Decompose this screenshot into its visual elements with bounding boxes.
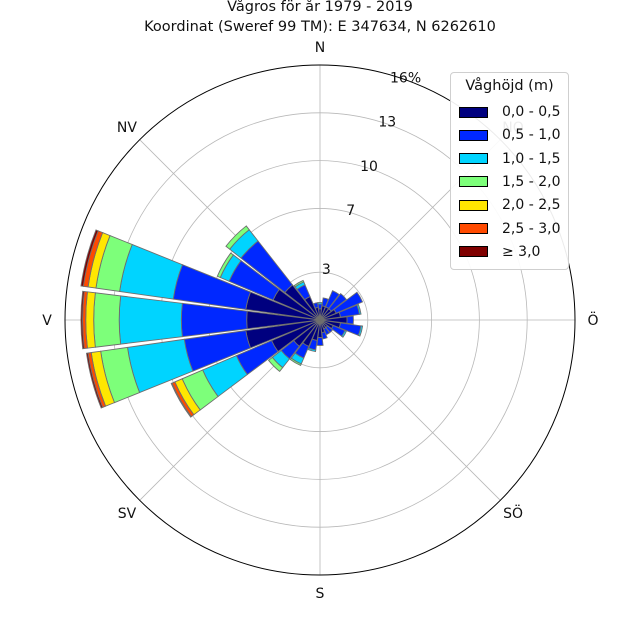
legend-item: 0,5 - 1,0 [459,126,560,144]
legend-label: 0,5 - 1,0 [502,127,561,144]
radial-tick-label: 3 [322,262,331,278]
legend-swatch [459,223,488,234]
rose-bar-segment [357,325,364,337]
legend-swatch [459,176,488,188]
rose-bar-segment [216,252,234,279]
legend-swatch [459,129,488,141]
legend-item: 2,0 - 2,5 [459,196,560,214]
direction-label: SÖ [503,504,523,522]
rose-bar-segment [85,352,104,409]
radial-tick-label: 10 [360,159,378,175]
direction-label: SV [118,506,137,522]
legend-item: 0,0 - 0,5 [459,103,560,121]
chart-title: Vågros för år 1979 - 2019 [227,0,413,15]
legend-label: 0,0 - 0,5 [502,104,561,120]
rose-bar-segment [316,336,324,346]
direction-label: S [316,586,325,602]
rose-bar-segment [356,303,362,315]
legend-swatch [459,246,488,258]
radial-tick-label: 13 [378,115,396,131]
rose-bar-segment [325,290,340,310]
rose-bar-segment [312,302,319,309]
rose-bar-segment [341,330,347,338]
outer-circle [64,64,576,576]
legend-swatch [459,199,488,211]
direction-label: Ö [587,311,598,329]
rose-bar-segment [321,297,329,308]
direction-label: NV [117,120,137,136]
legend-swatch [459,153,488,165]
rose-bar-segment [328,293,347,312]
rose-bar-segment [85,291,96,349]
legend-item: 1,5 - 2,0 [459,173,560,191]
legend-label: 2,0 - 2,5 [502,197,561,214]
legend-label: 1,5 - 2,0 [502,173,561,190]
legend-label: ≥ 3,0 [502,243,541,260]
legend: Våghöjd (m) 0,0 - 0,5 0,5 - 1,0 1,0 - 1,5 1… [450,72,569,270]
rose-bar-segment [289,357,302,367]
rose-bar-segment [293,279,305,288]
direction-label: V [42,313,52,329]
rose-bar-segment [118,295,183,345]
rose-bar-segment [80,229,99,287]
grid-spoke [319,319,501,501]
legend-item: 2,5 - 3,0 [459,220,560,238]
radial-tick-label: 16% [390,70,421,86]
legend-swatch [459,106,488,118]
rose-bar-segment [346,315,354,325]
rose-bar-segment [333,291,364,314]
rose-bar-segment [267,356,284,373]
radial-tick-label: 7 [346,203,355,219]
rose-bar-segment [170,382,192,418]
rose-bar-segment [225,225,250,250]
rose-bar-segment [317,302,323,305]
rose-bar-segment [80,290,85,350]
legend-item: ≥ 3,0 [459,243,540,261]
rose-bar-segment [93,292,122,348]
legend-label: 2,5 - 3,0 [502,220,561,237]
chart-subtitle: Koordinat (Sweref 99 TM): E 347634, N 62… [144,19,496,35]
legend-title: Våghöjd (m) [465,78,554,94]
legend-label: 1,0 - 1,5 [502,150,561,167]
direction-label: N [315,40,325,56]
legend-item: 1,0 - 1,5 [459,150,560,168]
rose-bars [80,225,364,418]
rose-bar-segment [307,347,317,353]
